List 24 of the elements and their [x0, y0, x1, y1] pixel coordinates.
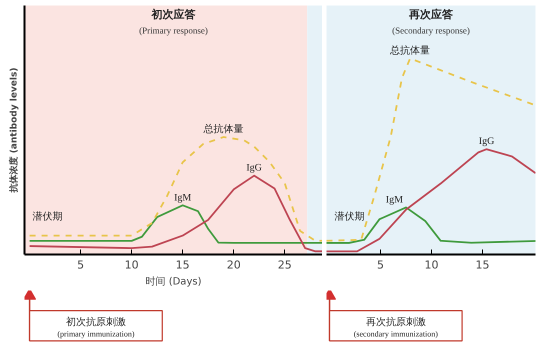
chart-title: 再次应答: [408, 8, 454, 22]
text: 再次抗原刺激 (secondary immunization): [354, 316, 438, 339]
x-tick-label: 10: [124, 258, 139, 272]
chart-subtitle: (Primary response): [139, 25, 208, 36]
chart-title: 初次应答: [150, 8, 196, 22]
x-tick-label: 15: [475, 258, 490, 272]
series-label: 总抗体量: [202, 123, 244, 136]
series-label: IgG: [478, 136, 494, 148]
x-tick-label: 5: [377, 258, 384, 272]
y-axis-title: 抗体浓度 (antibody levels): [8, 68, 20, 194]
x-tick-label: 25: [278, 258, 292, 272]
series-label: IgG: [246, 162, 262, 174]
series-label: IgM: [174, 192, 192, 204]
x-tick-label: 5: [77, 258, 84, 272]
x-tick-label: 20: [226, 258, 241, 272]
annotation: 潜伏期: [32, 210, 63, 223]
x-tick-label: 15: [176, 258, 190, 272]
series-label: 总抗体量: [389, 44, 430, 56]
x-tick-label: 10: [424, 258, 439, 272]
series-label: IgM: [386, 194, 404, 206]
chart-subtitle: (Secondary response): [392, 25, 470, 36]
annotation: 潜伏期: [334, 210, 365, 223]
x-axis-title: 时间 (Days): [146, 276, 202, 288]
text: 初次抗原刺激 (primary immunization): [57, 316, 135, 339]
